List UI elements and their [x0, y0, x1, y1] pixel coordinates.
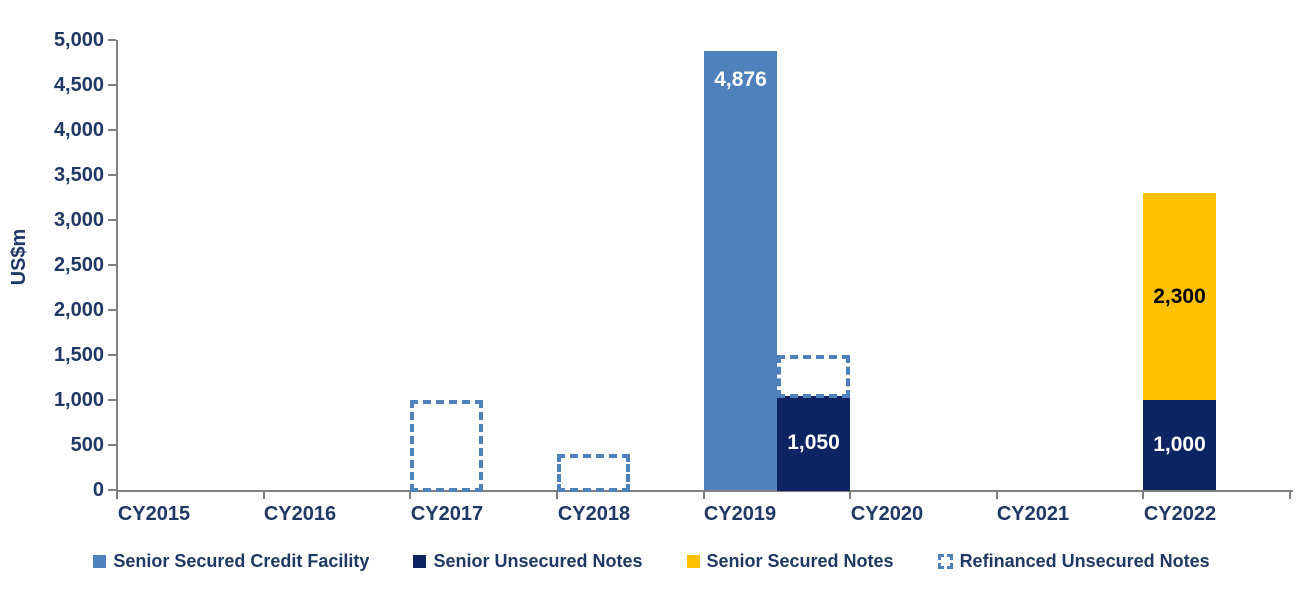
x-category-label: CY2019: [703, 503, 777, 525]
bar-refinanced-outline: [557, 454, 630, 492]
x-category-label: CY2020: [850, 503, 924, 525]
y-tick-mark: [108, 354, 116, 356]
chart-legend: Senior Secured Credit Facility Senior Uns…: [0, 551, 1303, 572]
y-tick-mark: [108, 174, 116, 176]
x-tick-mark: [1142, 492, 1144, 499]
y-tick-label: 3,500: [53, 164, 104, 186]
x-category-label: CY2021: [996, 503, 1070, 525]
y-tick-label: 3,000: [53, 209, 104, 231]
bar-segment: [777, 396, 850, 491]
x-tick-mark: [263, 492, 265, 499]
x-category-label: CY2017: [410, 503, 484, 525]
x-category-label: CY2016: [263, 503, 337, 525]
x-tick-mark: [703, 492, 705, 499]
legend-label: Refinanced Unsecured Notes: [959, 551, 1210, 571]
y-tick-mark: [108, 399, 116, 401]
y-tick-label: 2,500: [53, 254, 104, 276]
y-tick-label: 2,000: [53, 299, 104, 321]
legend-item: Refinanced Unsecured Notes: [937, 551, 1210, 572]
legend-item: Senior Unsecured Notes: [413, 551, 643, 572]
y-axis-line: [116, 40, 118, 499]
legend-item: Senior Secured Credit Facility: [93, 551, 369, 572]
bar-segment: [704, 51, 777, 490]
legend-label: Senior Unsecured Notes: [433, 551, 643, 571]
legend-label: Senior Secured Notes: [706, 551, 894, 571]
bar-value-label: 1,050: [787, 431, 840, 454]
bar-value-label: 2,300: [1153, 285, 1206, 308]
y-tick-mark: [108, 129, 116, 131]
y-tick-mark: [108, 219, 116, 221]
bar-refinanced-outline: [410, 400, 483, 492]
y-tick-mark: [108, 309, 116, 311]
x-tick-mark: [409, 492, 411, 499]
x-tick-mark: [849, 492, 851, 499]
legend-item: Senior Secured Notes: [686, 551, 894, 572]
bar-value-label: 1,000: [1153, 433, 1206, 456]
legend-swatch-icon: [413, 555, 427, 568]
x-category-label: CY2015: [117, 503, 191, 525]
y-tick-label: 1,500: [53, 344, 104, 366]
bar-refinanced-outline: [777, 355, 850, 398]
x-category-label: CY2018: [557, 503, 631, 525]
y-tick-mark: [108, 489, 116, 491]
x-tick-mark: [1289, 492, 1291, 499]
bar-segment: [1143, 193, 1216, 400]
x-tick-mark: [996, 492, 998, 499]
x-tick-mark: [556, 492, 558, 499]
y-tick-label: 5,000: [53, 29, 104, 51]
x-category-label: CY2022: [1143, 503, 1217, 525]
bar-segment: [1143, 400, 1216, 490]
legend-swatch-icon: [686, 555, 700, 568]
y-tick-mark: [108, 444, 116, 446]
y-tick-label: 500: [70, 434, 104, 456]
y-tick-label: 4,000: [53, 119, 104, 141]
legend-dashed-swatch-icon: [937, 554, 953, 569]
legend-label: Senior Secured Credit Facility: [113, 551, 370, 571]
x-tick-mark: [116, 492, 118, 499]
y-tick-label: 0: [92, 479, 104, 501]
legend-swatch-icon: [93, 555, 107, 568]
y-tick-label: 1,000: [53, 389, 104, 411]
y-tick-mark: [108, 39, 116, 41]
y-tick-mark: [108, 264, 116, 266]
bar-value-label: 4,876: [714, 68, 767, 91]
y-tick-mark: [108, 84, 116, 86]
y-tick-label: 4,500: [53, 74, 104, 96]
x-axis-line: [116, 490, 1293, 492]
